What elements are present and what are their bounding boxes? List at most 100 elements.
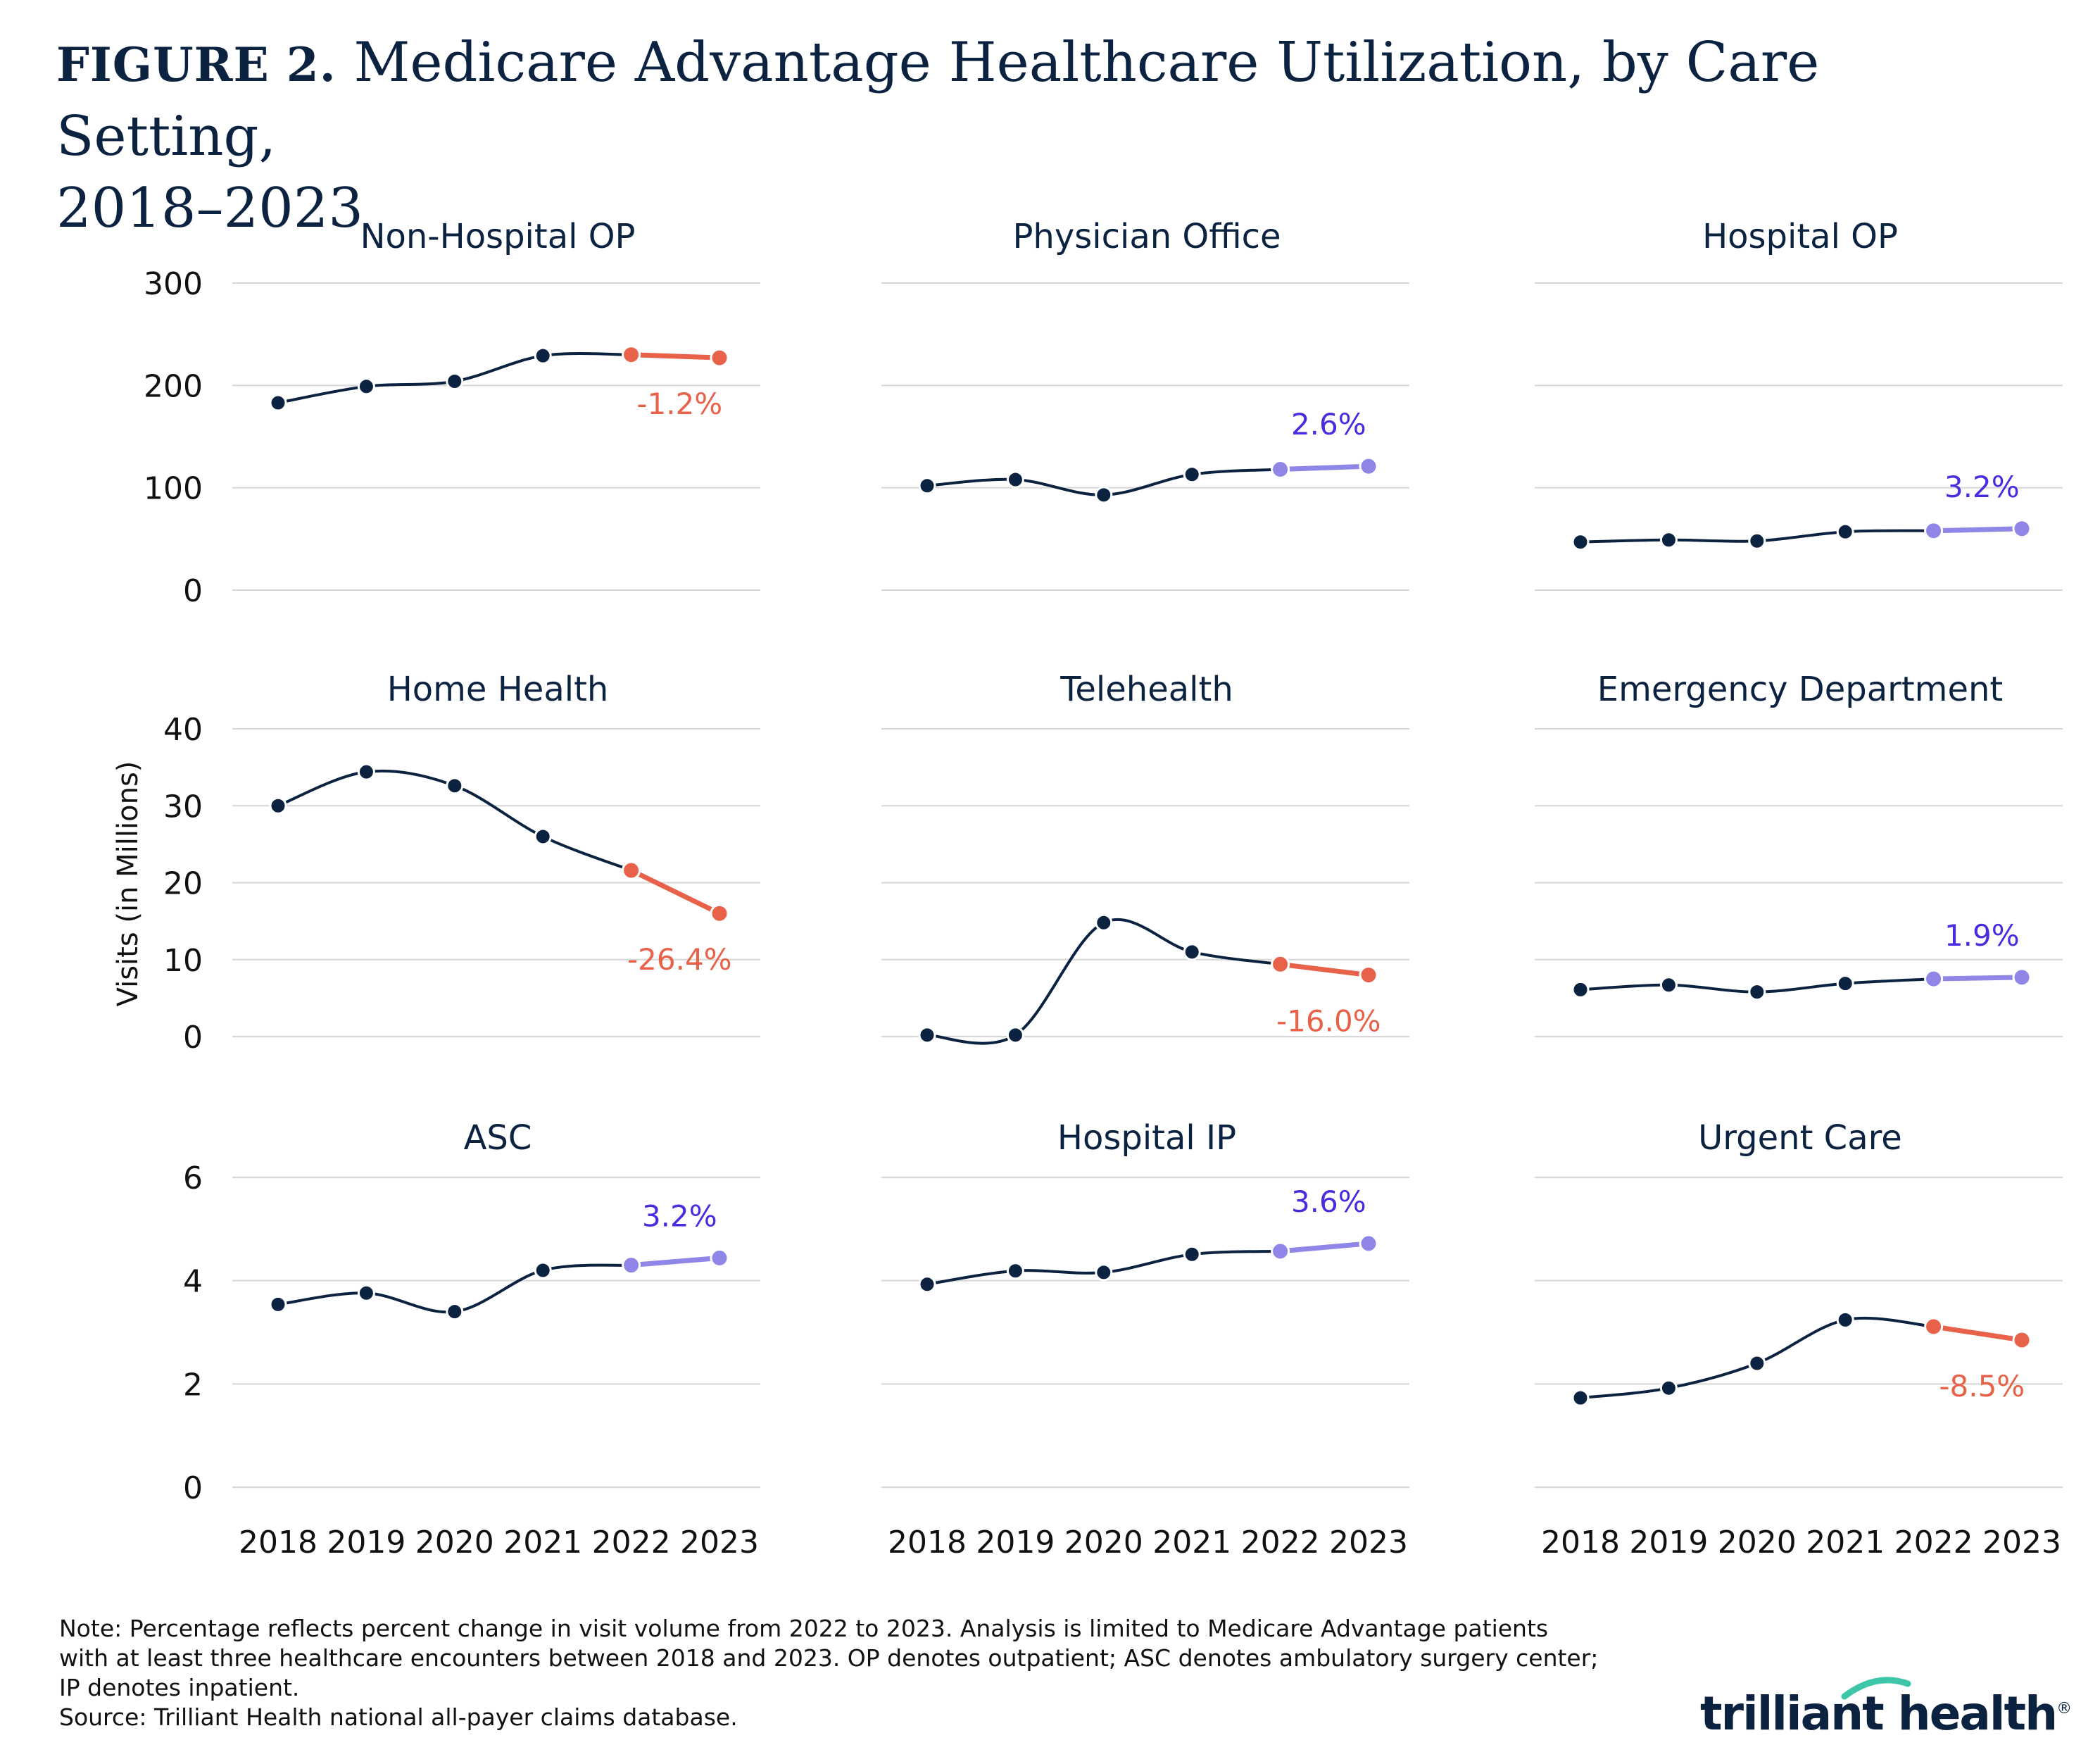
data-point-2021 [534, 827, 552, 846]
percent-change-label: 3.6% [1291, 1184, 1366, 1219]
change-segment [1278, 961, 1371, 978]
x-tick-label: 2022 [1241, 1525, 1320, 1560]
panel-hospital-ip: Hospital IP 3.6% 2018 2019 2020 2021 2022 2023 [881, 1118, 1409, 1560]
x-tick-label: 2018 [1541, 1525, 1620, 1560]
data-point-2018 [918, 477, 936, 495]
x-tick-label: 2020 [415, 1525, 494, 1560]
data-point-2023 [710, 348, 729, 368]
panel-hospital-op: Hospital OP 3.2% [1535, 217, 2063, 591]
data-point-2019 [357, 763, 375, 781]
data-point-2020 [1748, 532, 1766, 550]
percent-change-label: -26.4% [627, 942, 732, 977]
data-point-2023 [2012, 968, 2032, 987]
percent-change-label: -1.2% [636, 387, 722, 421]
percent-change-label: 1.9% [1944, 918, 2020, 953]
panel-physician-office: Physician Office 2.6% [881, 217, 1409, 591]
panel-title: Physician Office [1012, 217, 1281, 256]
data-point-2022 [1271, 460, 1290, 480]
x-tick-label: 2021 [1806, 1525, 1885, 1560]
title-line1: Medicare Advantage Healthcare Utilizatio… [56, 31, 1820, 168]
data-point-2023 [710, 1248, 729, 1268]
panel-home-health: 0 10 20 30 40 Home Health -26.4% [163, 670, 760, 1056]
data-point-2022 [1924, 521, 1944, 541]
y-tick-label: 30 [163, 789, 203, 825]
data-point-2020 [446, 1303, 464, 1321]
panel-title: Home Health [387, 670, 609, 709]
y-tick-label: 100 [144, 471, 203, 507]
panel-non-hospital-op: 0 100 200 300 Non-Hospital OP -1.2% [144, 217, 760, 609]
data-point-2022 [1924, 1317, 1944, 1337]
data-point-2019 [1659, 1379, 1678, 1397]
x-tick-label: 2019 [327, 1525, 405, 1560]
data-point-2018 [269, 796, 287, 815]
panel-telehealth: Telehealth -16.0% [881, 670, 1409, 1045]
data-point-2022 [1271, 1241, 1290, 1261]
y-tick-label: 20 [163, 866, 203, 902]
trilliant-health-logo: trilliant health® [1700, 1677, 2072, 1750]
x-tick-label: 2023 [1982, 1525, 2061, 1560]
change-segment [1931, 975, 2025, 982]
y-axis-label: Visits (in Millions) [112, 761, 144, 1007]
figure-title: FIGURE 2. Medicare Advantage Healthcare … [56, 27, 2056, 244]
data-point-2020 [1095, 1263, 1113, 1282]
data-point-2020 [1748, 983, 1766, 1001]
percent-change-label: 3.2% [1944, 470, 2020, 504]
data-point-2018 [918, 1026, 936, 1044]
x-tick-label: 2019 [976, 1525, 1055, 1560]
registered-mark: ® [2056, 1700, 2072, 1717]
data-point-2021 [1183, 1245, 1201, 1263]
y-tick-label: 4 [183, 1264, 203, 1300]
data-point-2020 [1095, 486, 1113, 504]
data-point-2023 [1359, 965, 1378, 985]
data-point-2019 [1006, 470, 1024, 489]
data-point-2023 [1359, 456, 1378, 476]
percent-change-label: 2.6% [1291, 407, 1366, 442]
data-point-2018 [918, 1275, 936, 1294]
panel-title: ASC [464, 1118, 532, 1158]
data-point-2020 [1748, 1354, 1766, 1372]
data-point-2020 [446, 373, 464, 391]
panel-title: Urgent Care [1698, 1118, 1902, 1158]
data-point-2019 [1006, 1026, 1024, 1044]
data-point-2018 [1571, 533, 1590, 551]
change-segment [1931, 526, 2025, 534]
change-segment [1931, 1324, 2025, 1343]
data-point-2021 [1836, 1310, 1854, 1329]
data-point-2022 [1271, 954, 1290, 974]
data-point-2019 [1006, 1262, 1024, 1280]
data-point-2022 [622, 1256, 641, 1275]
y-tick-label: 300 [144, 266, 203, 302]
data-point-2021 [1183, 465, 1201, 484]
y-tick-label: 40 [163, 712, 203, 748]
x-tick-label: 2022 [592, 1525, 671, 1560]
data-point-2018 [269, 1295, 287, 1313]
panel-title: Telehealth [1060, 670, 1233, 709]
data-point-2021 [1836, 975, 1854, 993]
y-tick-label: 2 [183, 1367, 203, 1403]
x-tick-label: 2022 [1894, 1525, 1973, 1560]
data-point-2023 [710, 903, 729, 923]
data-point-2018 [1571, 980, 1590, 999]
x-tick-label: 2023 [680, 1525, 759, 1560]
panel-title: Hospital OP [1702, 217, 1898, 256]
data-point-2023 [2012, 1330, 2032, 1350]
x-tick-label: 2021 [503, 1525, 582, 1560]
x-tick-label: 2020 [1064, 1525, 1143, 1560]
percent-change-label: -16.0% [1276, 1004, 1381, 1039]
data-point-2022 [622, 861, 641, 880]
change-segment [1278, 1241, 1371, 1254]
data-point-2023 [1359, 1234, 1378, 1253]
x-tick-label: 2018 [239, 1525, 317, 1560]
panel-title: Hospital IP [1057, 1118, 1236, 1158]
footnote: Note: Percentage reflects percent change… [59, 1614, 1749, 1732]
panel-urgent-care: Urgent Care -8.5% 2018 2019 2020 2021 2022 2023 [1535, 1118, 2063, 1560]
x-tick-label: 2020 [1718, 1525, 1797, 1560]
data-point-2022 [622, 345, 641, 365]
x-tick-label: 2021 [1152, 1525, 1231, 1560]
note-line-1: Note: Percentage reflects percent change… [59, 1615, 1549, 1642]
logo-swoosh-icon [1841, 1677, 1911, 1700]
logo-text: trilliant health [1700, 1687, 2058, 1741]
change-segment [1278, 463, 1371, 473]
data-point-2021 [534, 346, 552, 365]
